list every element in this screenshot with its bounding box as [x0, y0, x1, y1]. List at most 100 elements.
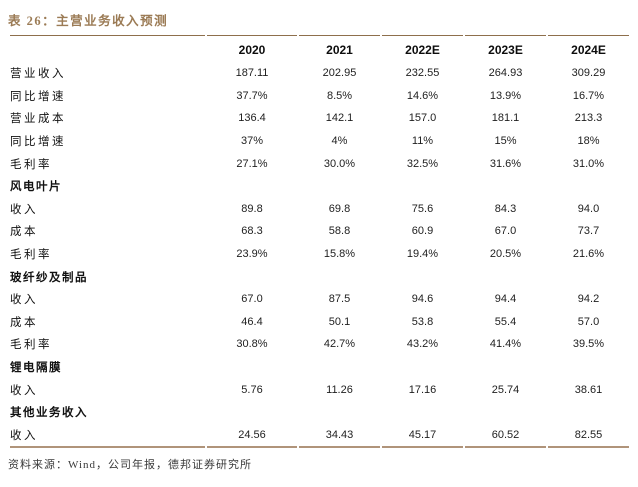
table-row: 毛利率 27.1% 30.0% 32.5% 31.6% 31.0% — [10, 152, 629, 175]
table-row: 成本 68.3 58.8 60.9 67.0 73.7 — [10, 220, 629, 243]
value-cell: 46.4 — [241, 315, 263, 328]
table-row: 同比增速 37.7% 8.5% 14.6% 13.9% 16.7% — [10, 85, 629, 108]
row-label: 营业收入 — [10, 68, 66, 81]
header-row: 2020 2021 2022E 2023E 2024E — [10, 35, 629, 62]
year-column-header: 2022E — [382, 35, 463, 62]
value-cell: 60.9 — [411, 225, 434, 238]
value-cell: 45.17 — [382, 424, 463, 449]
value-cell: 84.3 — [494, 202, 517, 215]
value-cell: 24.56 — [207, 424, 297, 449]
value-cell: 136.4 — [238, 112, 266, 125]
row-label: 锂电隔膜 — [10, 362, 62, 375]
value-cell: 11.26 — [326, 383, 353, 396]
row-label: 毛利率 — [10, 249, 52, 262]
value-cell: 21.6% — [572, 248, 605, 261]
value-cell: 32.5% — [406, 157, 439, 170]
row-label: 同比增速 — [10, 90, 66, 103]
section-row: 锂电隔膜 — [10, 356, 629, 379]
value-cell: 25.74 — [491, 383, 520, 396]
value-cell: 57.0 — [577, 315, 600, 328]
value-cell: 232.55 — [405, 67, 440, 80]
value-cell: 75.6 — [411, 202, 434, 215]
row-label: 收入 — [10, 384, 38, 397]
value-cell: 30.8% — [236, 338, 268, 351]
value-cell: 5.76 — [241, 383, 263, 396]
value-cell — [207, 356, 297, 379]
value-cell: 43.2% — [406, 338, 439, 351]
value-cell: 13.9% — [489, 89, 522, 102]
value-cell — [548, 175, 629, 198]
value-cell — [548, 401, 629, 424]
row-label: 收入 — [10, 203, 38, 216]
row-label: 收入 — [10, 294, 38, 307]
value-cell: 67.0 — [241, 293, 263, 306]
value-cell — [382, 356, 463, 379]
value-cell — [207, 175, 297, 198]
value-cell: 37.7% — [236, 89, 268, 102]
value-cell — [299, 356, 380, 379]
value-cell: 23.9% — [236, 248, 268, 261]
value-cell: 34.43 — [299, 424, 380, 449]
value-cell — [382, 401, 463, 424]
value-cell: 50.1 — [328, 315, 351, 328]
value-cell: 87.5 — [328, 293, 351, 306]
table-row: 收入 5.76 11.26 17.16 25.74 38.61 — [10, 378, 629, 401]
table-row: 同比增速 37% 4% 11% 15% 18% — [10, 130, 629, 153]
year-column-header: 2023E — [465, 35, 546, 62]
value-cell: 31.6% — [489, 157, 522, 170]
value-cell: 73.7 — [577, 225, 600, 238]
row-label: 其他业务收入 — [10, 407, 88, 420]
table-body: 营业收入 187.11 202.95 232.55 264.93 309.29 同比增速 37… — [10, 62, 629, 449]
section-row: 玻纤纱及制品 — [10, 265, 629, 288]
value-cell: 94.4 — [494, 293, 517, 306]
table-row: 成本 46.4 50.1 53.8 55.4 57.0 — [10, 311, 629, 334]
row-label: 玻纤纱及制品 — [10, 271, 88, 284]
value-cell: 41.4% — [489, 338, 522, 351]
value-cell: 94.0 — [577, 202, 600, 215]
value-cell: 4% — [331, 135, 348, 148]
value-cell: 16.7% — [572, 89, 605, 102]
row-label: 同比增速 — [10, 136, 66, 149]
value-cell: 53.8 — [411, 315, 434, 328]
value-cell: 8.5% — [326, 89, 353, 102]
table-row: 营业收入 187.11 202.95 232.55 264.93 309.29 — [10, 62, 629, 85]
value-cell — [382, 175, 463, 198]
table-row: 毛利率 30.8% 42.7% 43.2% 41.4% 39.5% — [10, 333, 629, 356]
row-label: 风电叶片 — [10, 181, 62, 194]
value-cell: 27.1% — [236, 157, 268, 170]
value-cell: 11% — [411, 135, 434, 148]
value-cell: 264.93 — [488, 67, 523, 80]
value-cell: 37% — [240, 135, 264, 148]
value-cell: 31.0% — [572, 157, 605, 170]
value-cell: 82.55 — [548, 424, 629, 449]
value-cell: 60.52 — [465, 424, 546, 449]
value-cell — [465, 175, 546, 198]
value-cell — [299, 175, 380, 198]
value-cell: 15% — [494, 135, 517, 148]
value-cell: 94.2 — [577, 293, 600, 306]
value-cell — [299, 265, 380, 288]
value-cell: 142.1 — [325, 112, 354, 125]
value-cell: 68.3 — [241, 225, 263, 238]
value-cell: 30.0% — [323, 157, 356, 170]
year-column-header: 2021 — [299, 35, 380, 62]
value-cell: 94.6 — [411, 293, 434, 306]
row-label: 毛利率 — [10, 339, 52, 352]
row-label: 营业成本 — [10, 113, 66, 126]
value-cell: 89.8 — [241, 202, 263, 215]
row-label: 收入 — [10, 424, 205, 449]
value-cell: 38.61 — [574, 383, 603, 396]
value-cell: 39.5% — [572, 338, 605, 351]
value-cell — [465, 401, 546, 424]
value-cell: 187.11 — [235, 67, 269, 80]
table-row: 收入 24.56 34.43 45.17 60.52 82.55 — [10, 424, 629, 449]
value-cell: 58.8 — [328, 225, 351, 238]
value-cell: 213.3 — [574, 112, 603, 125]
value-cell: 19.4% — [406, 248, 439, 261]
forecast-table: 2020 2021 2022E 2023E 2024E 营业收入 187.11 202.95… — [8, 35, 631, 449]
value-cell — [548, 356, 629, 379]
value-cell — [465, 265, 546, 288]
table-row: 收入 67.0 87.5 94.6 94.4 94.2 — [10, 288, 629, 311]
value-cell: 42.7% — [323, 338, 356, 351]
year-column-header: 2020 — [207, 35, 297, 62]
